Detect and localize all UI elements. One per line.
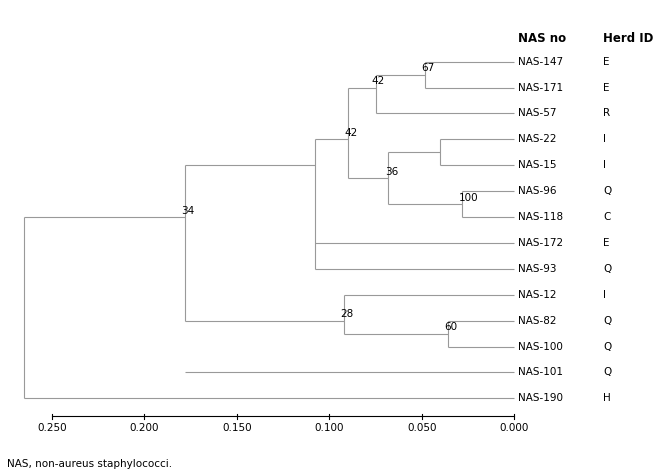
Text: 60: 60	[444, 322, 457, 332]
Text: NAS-172: NAS-172	[518, 238, 563, 248]
Text: E: E	[603, 57, 610, 66]
Text: NAS-147: NAS-147	[518, 57, 563, 66]
Text: NAS-96: NAS-96	[518, 186, 556, 196]
Text: Q: Q	[603, 341, 611, 351]
Text: NAS-171: NAS-171	[518, 82, 563, 92]
Text: NAS-101: NAS-101	[518, 367, 563, 377]
Text: NAS-100: NAS-100	[518, 341, 563, 351]
Text: 0.200: 0.200	[130, 423, 159, 433]
Text: Q: Q	[603, 316, 611, 325]
Text: 0.100: 0.100	[314, 423, 344, 433]
Text: NAS-93: NAS-93	[518, 264, 556, 274]
Text: Q: Q	[603, 186, 611, 196]
Text: NAS-57: NAS-57	[518, 108, 556, 118]
Text: H: H	[603, 393, 610, 403]
Text: R: R	[603, 108, 610, 118]
Text: E: E	[603, 82, 610, 92]
Text: NAS-118: NAS-118	[518, 212, 563, 222]
Text: NAS no: NAS no	[518, 32, 566, 45]
Text: NAS-15: NAS-15	[518, 160, 556, 170]
Text: 0.050: 0.050	[407, 423, 436, 433]
Text: 100: 100	[459, 193, 478, 203]
Text: 67: 67	[421, 63, 435, 73]
Text: C: C	[603, 212, 610, 222]
Text: 28: 28	[340, 309, 354, 319]
Text: 34: 34	[182, 206, 195, 216]
Text: 0.000: 0.000	[500, 423, 529, 433]
Text: 42: 42	[372, 76, 385, 86]
Text: I: I	[603, 134, 606, 144]
Text: Herd ID: Herd ID	[603, 32, 653, 45]
Text: NAS-190: NAS-190	[518, 393, 563, 403]
Text: 0.150: 0.150	[222, 423, 252, 433]
Text: NAS-82: NAS-82	[518, 316, 556, 325]
Text: NAS-12: NAS-12	[518, 290, 556, 300]
Text: 36: 36	[385, 167, 398, 177]
Text: 42: 42	[344, 128, 357, 138]
Text: Q: Q	[603, 264, 611, 274]
Text: NAS-22: NAS-22	[518, 134, 556, 144]
Text: I: I	[603, 160, 606, 170]
Text: 0.250: 0.250	[37, 423, 67, 433]
Text: E: E	[603, 238, 610, 248]
Text: I: I	[603, 290, 606, 300]
Text: NAS, non-aureus staphylococci.: NAS, non-aureus staphylococci.	[7, 459, 172, 469]
Text: Q: Q	[603, 367, 611, 377]
